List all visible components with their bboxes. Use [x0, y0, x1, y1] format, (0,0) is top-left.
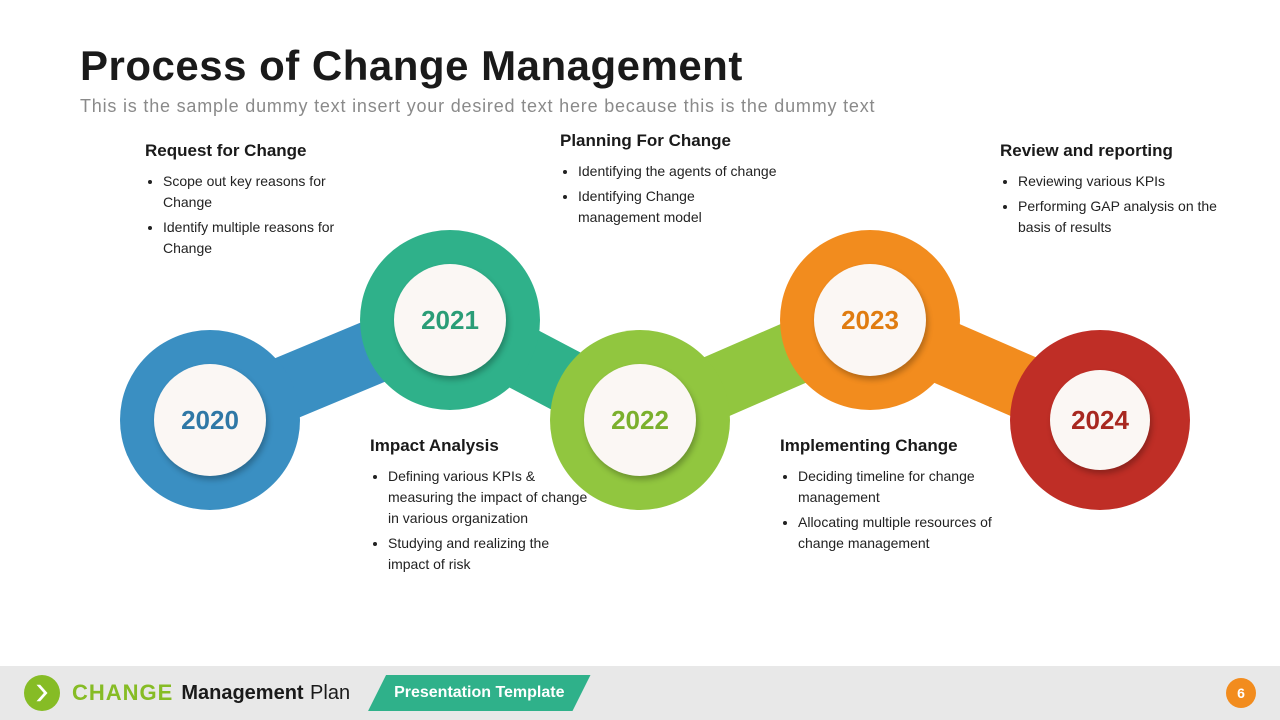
timeline-callout: Planning For Change Identifying the agent…: [560, 130, 780, 232]
timeline-callout: Implementing Change Deciding timeline for…: [780, 435, 1000, 558]
callout-item: Identifying the agents of change: [578, 161, 780, 182]
timeline-node: 2024: [1010, 330, 1190, 510]
timeline-node-year: 2022: [584, 364, 696, 476]
callout-item: Performing GAP analysis on the basis of …: [1018, 196, 1220, 238]
timeline-callout: Request for Change Scope out key reasons …: [145, 140, 365, 263]
timeline-node: 2023: [780, 230, 960, 410]
slide-title: Process of Change Management: [80, 42, 743, 90]
callout-item: Studying and realizing the impact of ris…: [388, 533, 590, 575]
timeline-node-year: 2021: [394, 264, 506, 376]
footer-sub-bold: Management: [181, 682, 303, 705]
callout-title: Planning For Change: [560, 130, 780, 151]
brand-logo-icon: [24, 675, 60, 711]
footer-sub-regular: Plan: [310, 682, 350, 705]
timeline-node-year: 2020: [154, 364, 266, 476]
callout-list: Identifying the agents of change Identify…: [560, 161, 780, 228]
footer-brand: CHANGE: [72, 680, 173, 706]
callout-item: Scope out key reasons for Change: [163, 171, 365, 213]
timeline-node-year: 2023: [814, 264, 926, 376]
callout-list: Scope out key reasons for ChangeIdentify…: [145, 171, 365, 259]
callout-title: Review and reporting: [1000, 140, 1220, 161]
footer-ribbon: Presentation Template: [368, 675, 590, 711]
callout-title: Request for Change: [145, 140, 365, 161]
callout-item: Identify multiple reasons for Change: [163, 217, 365, 259]
callout-item: Deciding timeline for change management: [798, 466, 1000, 508]
callout-list: Reviewing various KPIs Performing GAP ana…: [1000, 171, 1220, 238]
footer-bar: CHANGE Management Plan Presentation Temp…: [0, 666, 1280, 720]
callout-item: Allocating multiple resources of change …: [798, 512, 1000, 554]
timeline-node: 2021: [360, 230, 540, 410]
timeline-callout: Impact Analysis Defining various KPIs & m…: [370, 435, 590, 579]
page-number-badge: 6: [1226, 678, 1256, 708]
callout-title: Implementing Change: [780, 435, 1000, 456]
callout-list: Defining various KPIs & measuring the im…: [370, 466, 590, 575]
timeline-node-year: 2024: [1050, 370, 1150, 470]
timeline-diagram: 2020 2021 2022 2023 2024 Request for Change Sc…: [0, 130, 1280, 600]
timeline-callout: Review and reporting Reviewing various KP…: [1000, 140, 1220, 242]
callout-item: Reviewing various KPIs: [1018, 171, 1220, 192]
callout-list: Deciding timeline for change managementA…: [780, 466, 1000, 554]
callout-item: Defining various KPIs & measuring the im…: [388, 466, 590, 529]
callout-title: Impact Analysis: [370, 435, 590, 456]
timeline-node: 2020: [120, 330, 300, 510]
slide-subtitle: This is the sample dummy text insert you…: [80, 96, 875, 117]
slide: Process of Change Management This is the…: [0, 0, 1280, 720]
callout-item: Identifying Change management model: [578, 186, 780, 228]
